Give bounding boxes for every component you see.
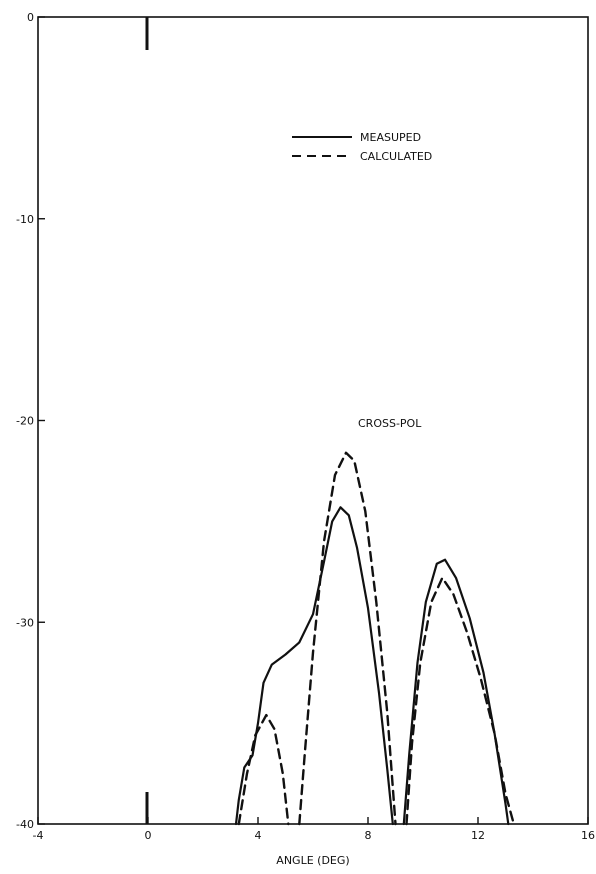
series-line-measured [234,506,394,826]
y-tick-label: -20 [16,415,34,428]
y-axis-ticks: 0 -10 -20 -30 -40 [16,11,45,831]
annotation-cross-pol: CROSS-POL [358,417,422,430]
legend: MEASUPED CALCULATED [292,131,432,163]
series-line-calculated [405,576,515,826]
plot-frame [37,16,589,825]
x-axis-title: ANGLE (DEG) [276,854,349,867]
y-tick-label: -30 [16,616,34,629]
x-tick-label: 0 [145,829,152,842]
x-tick-label: 16 [581,829,595,842]
x-tick-label: 4 [255,829,262,842]
legend-label-calculated: CALCULATED [360,150,432,163]
x-tick-label: 8 [365,829,372,842]
y-tick-label: -40 [16,818,34,831]
series-line-calculated [298,451,397,826]
series-layer [234,451,515,826]
y-tick-label: -10 [16,213,34,226]
series-line-calculated [237,713,290,826]
x-tick-label: -4 [33,829,44,842]
y-tick-label: 0 [27,11,34,24]
legend-label-measured: MEASUPED [360,131,421,144]
x-tick-label: 12 [471,829,485,842]
x-axis-ticks: -4 0 4 8 12 16 [33,817,595,842]
